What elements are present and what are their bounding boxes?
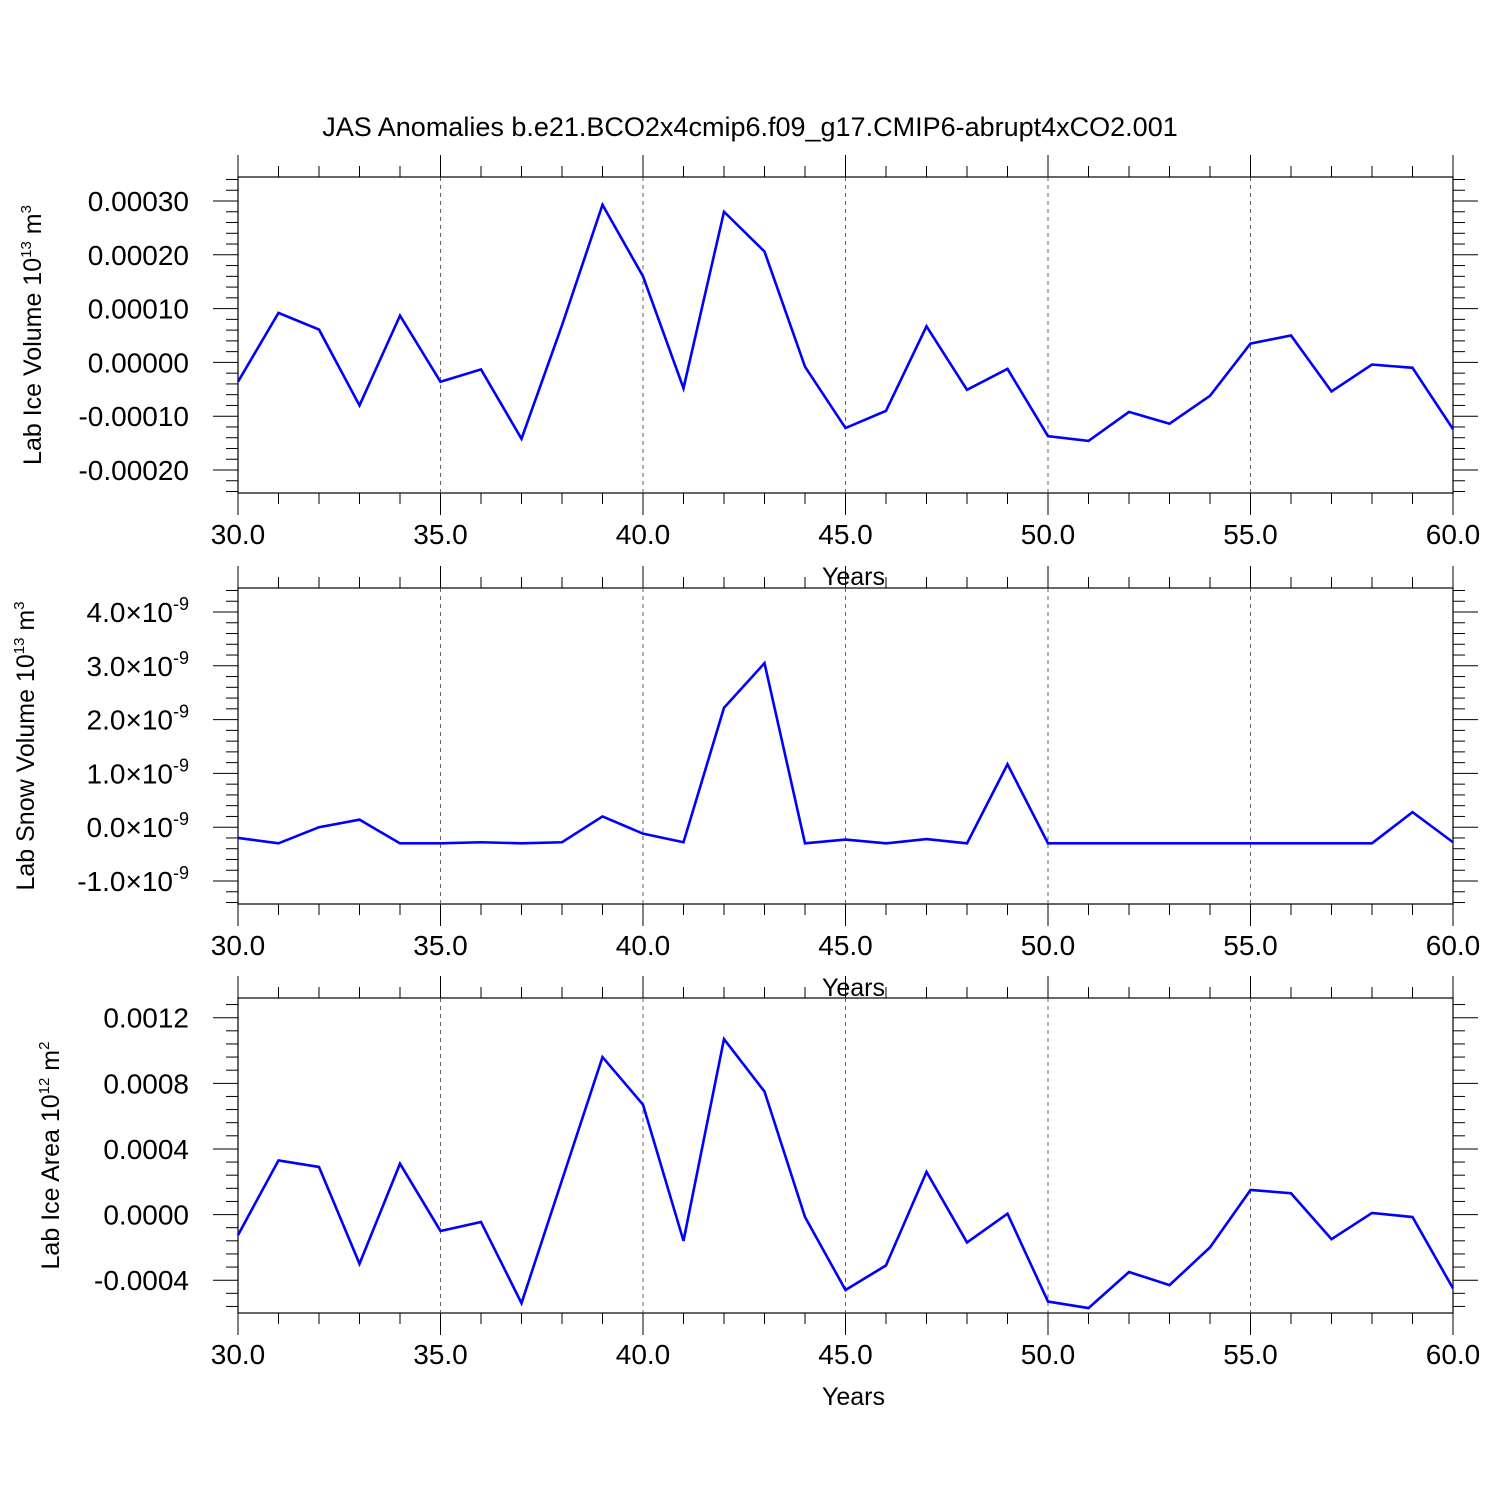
y-tick-label: 2.0×10-9 <box>87 702 189 736</box>
x-tick-label: 50.0 <box>1021 519 1076 550</box>
series-line <box>237 660 1454 845</box>
y-tick-label: -0.00020 <box>78 455 189 486</box>
y-axis-label: Lab Ice Volume 1013 m3 <box>18 205 47 465</box>
x-tick-label: 45.0 <box>818 930 873 961</box>
x-tick-label: 60.0 <box>1426 1339 1481 1370</box>
y-tick-label: 0.0012 <box>103 1003 189 1034</box>
y-tick-label: 3.0×10-9 <box>87 648 189 682</box>
x-tick-label: 30.0 <box>211 930 266 961</box>
x-tick-label: 35.0 <box>413 1339 468 1370</box>
x-tick-label: 45.0 <box>818 1339 873 1370</box>
x-tick-label: 40.0 <box>616 1339 671 1370</box>
x-tick-label: 60.0 <box>1426 930 1481 961</box>
x-tick-label: 55.0 <box>1223 1339 1278 1370</box>
y-axis-label: Lab Ice Area 1012 m2 <box>36 1042 65 1270</box>
y-tick-label: 0.0000 <box>103 1200 189 1231</box>
chart-title: JAS Anomalies b.e21.BCO2x4cmip6.f09_g17.… <box>322 112 1178 142</box>
x-tick-label: 50.0 <box>1021 1339 1076 1370</box>
x-tick-label: 30.0 <box>211 519 266 550</box>
x-tick-label: 35.0 <box>413 930 468 961</box>
x-tick-label: 55.0 <box>1223 930 1278 961</box>
x-axis-label: Years <box>822 1383 885 1411</box>
x-axis-label: Years <box>822 563 885 591</box>
y-tick-label: -1.0×10-9 <box>77 863 189 897</box>
panel-1: 30.0 35.0 40.0 45.0 50.0 55.0 60.0 -0.00020 -0.0… <box>18 155 1480 591</box>
x-tick-label: 30.0 <box>211 1339 266 1370</box>
x-tick-label: 55.0 <box>1223 519 1278 550</box>
x-axis-label: Years <box>822 974 885 1002</box>
y-tick-label: 0.00010 <box>88 294 189 325</box>
panel-3: 30.0 35.0 40.0 45.0 50.0 55.0 60.0 -0.0004 0.000… <box>36 976 1480 1411</box>
y-tick-label: 0.00000 <box>88 347 189 378</box>
x-tick-label: 40.0 <box>616 930 671 961</box>
y-tick-label: 0.0×10-9 <box>87 809 189 843</box>
x-tick-label: 35.0 <box>413 519 468 550</box>
x-tick-label: 60.0 <box>1426 519 1481 550</box>
y-tick-label: -0.0004 <box>94 1265 189 1296</box>
x-tick-label: 45.0 <box>818 519 873 550</box>
y-tick-label: 4.0×10-9 <box>87 594 189 628</box>
y-tick-label: 0.0004 <box>103 1134 189 1165</box>
plot-frame <box>237 176 1454 494</box>
x-tick-label: 50.0 <box>1021 930 1076 961</box>
plot-frame <box>237 587 1454 905</box>
y-axis-label: Lab Snow Volume 1013 m3 <box>11 601 40 890</box>
y-tick-label: 0.00030 <box>88 186 189 217</box>
x-tick-label: 40.0 <box>616 519 671 550</box>
y-tick-label: -0.00010 <box>78 401 189 432</box>
y-tick-label: 1.0×10-9 <box>87 755 189 789</box>
y-tick-label: 0.0008 <box>103 1068 189 1099</box>
panel-2: 30.0 35.0 40.0 45.0 50.0 55.0 60.0 -1.0×10-9 0.0… <box>11 566 1480 1002</box>
y-tick-label: 0.00020 <box>88 240 189 271</box>
